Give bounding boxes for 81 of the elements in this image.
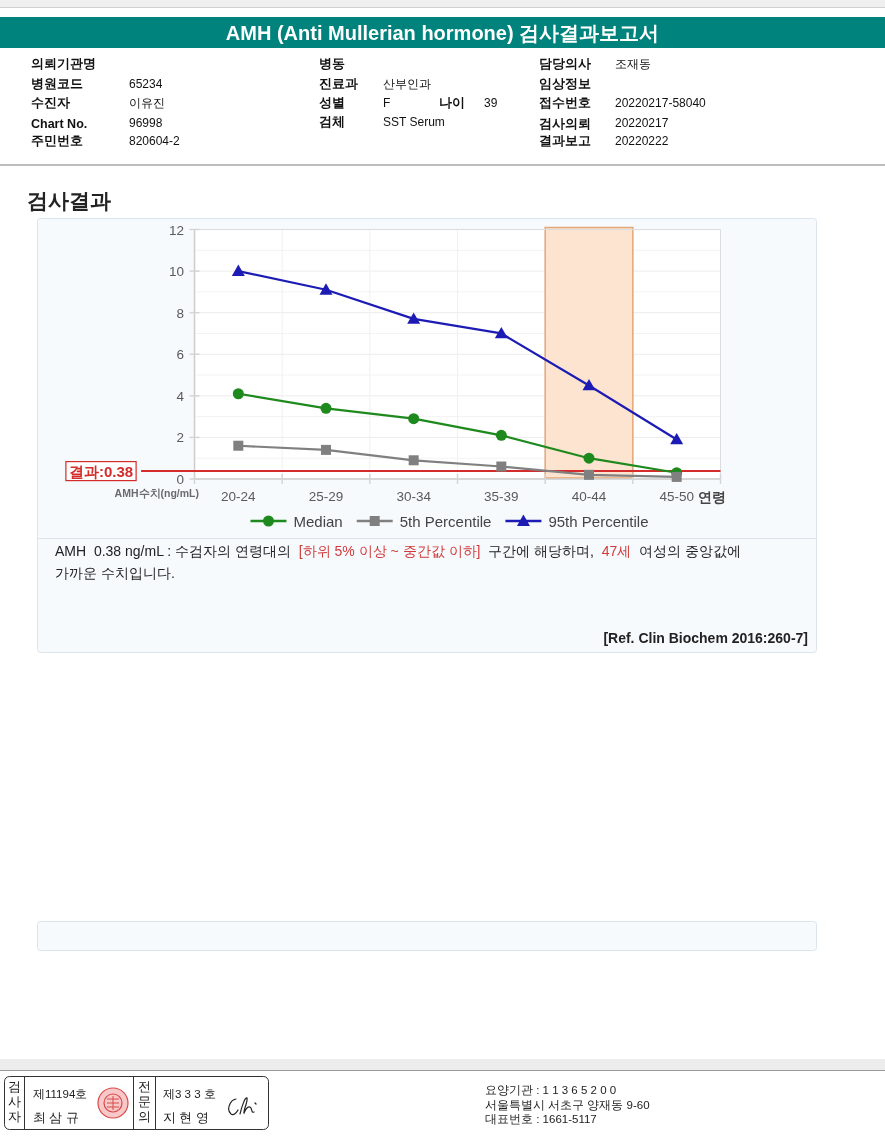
- text: 검사자: [8, 1079, 21, 1124]
- text: 전문의: [138, 1079, 151, 1124]
- text: 지 현 영: [163, 1111, 209, 1125]
- text: 최 삼 규: [33, 1111, 79, 1125]
- point: [233, 440, 244, 451]
- text: 서울특별시 서초구 양재동 9-60: [485, 1099, 650, 1111]
- x-axis-title: 연령: [697, 489, 726, 505]
- text: 가까운 수치입니다.: [55, 565, 175, 581]
- text: [Ref. Clin Biochem 2016:260-7]: [603, 630, 808, 646]
- text: 의뢰기관명: [31, 57, 96, 71]
- text: 820604-2: [129, 134, 181, 148]
- text: 이유진: [129, 96, 165, 110]
- text: 20220217: [615, 116, 669, 130]
- point: [320, 402, 332, 414]
- text: AMH 0.38 ng/mL : 수검자의 연령대의: [55, 543, 291, 559]
- point: [494, 326, 508, 339]
- point: [582, 378, 596, 391]
- text: 제3 3 3 호: [163, 1088, 216, 1100]
- legend-label: Median: [293, 512, 343, 530]
- text: 진료과: [319, 77, 358, 91]
- text: 접수번호: [539, 96, 591, 110]
- text: 20220217-58040: [615, 96, 707, 110]
- y-axis-title: AMH수치(ng/mL): [114, 487, 199, 499]
- text: 대표번호 : 1661-5117: [485, 1113, 597, 1125]
- y-tick-label: 6: [176, 347, 184, 363]
- text: 여성의 중앙값에: [639, 543, 741, 559]
- point: [671, 471, 682, 482]
- point: [319, 283, 333, 295]
- point: [407, 312, 421, 324]
- point: [670, 433, 684, 445]
- x-tick-label: 30-34: [396, 489, 432, 504]
- text: 주민번호: [31, 134, 83, 148]
- point: [408, 413, 420, 425]
- text: 산부인과: [383, 77, 431, 91]
- text: 담당의사: [539, 57, 591, 71]
- text: 나이: [439, 96, 465, 110]
- point: [584, 469, 594, 480]
- y-tick-label: 4: [176, 388, 185, 404]
- text: 구간에 해당하며,: [488, 543, 594, 559]
- y-tick-label: 12: [168, 222, 184, 238]
- text: 96998: [129, 116, 163, 130]
- point: [408, 455, 419, 466]
- text: 39: [484, 96, 498, 110]
- text: 병동: [319, 57, 345, 71]
- text: 조재동: [615, 57, 651, 71]
- y-tick-label: 0: [176, 472, 184, 487]
- ref-line-label: 결과:0.38: [68, 462, 134, 480]
- x-tick-label: 40-44: [571, 489, 607, 504]
- y-tick-label: 2: [176, 430, 184, 446]
- chart-title: AMH (Anti Mullerian hormone) 검사결과보고서: [225, 21, 660, 44]
- text: 제11194호: [33, 1088, 88, 1100]
- chart-subtitle: 검사결과: [27, 189, 111, 212]
- point: [583, 452, 595, 464]
- text: 검사의뢰: [539, 117, 591, 131]
- point: [321, 444, 331, 455]
- text: 20220222: [615, 134, 669, 148]
- point: [232, 388, 244, 400]
- text: [하위 5% 이상 ~ 중간값 이하]: [298, 543, 481, 559]
- x-tick-label: 45-50: [659, 489, 694, 504]
- text: 임상정보: [539, 77, 591, 91]
- y-tick-label: 10: [168, 264, 184, 280]
- text: 결과보고: [539, 134, 591, 148]
- x-tick-label: 35-39: [484, 489, 519, 504]
- x-tick-label: 25-29: [308, 489, 344, 504]
- point: [495, 429, 507, 441]
- text: 수진자: [31, 96, 70, 110]
- point: [231, 264, 245, 276]
- legend-label: 5th Percentile: [399, 512, 492, 530]
- text: 65234: [129, 77, 163, 91]
- text: 병원코드: [31, 77, 83, 91]
- y-tick-label: 8: [176, 305, 184, 321]
- text: Chart No.: [31, 117, 88, 131]
- text: SST Serum: [383, 115, 445, 129]
- legend-label: 95th Percentile: [548, 512, 649, 530]
- text: F: [383, 96, 391, 110]
- text: 검체: [319, 115, 345, 129]
- x-tick-label: 20-24: [221, 489, 257, 504]
- point: [496, 461, 507, 472]
- text: 요양기관 : 1 1 3 6 5 2 0 0: [485, 1084, 617, 1096]
- text: 47세: [601, 543, 632, 559]
- text: 성별: [319, 96, 345, 110]
